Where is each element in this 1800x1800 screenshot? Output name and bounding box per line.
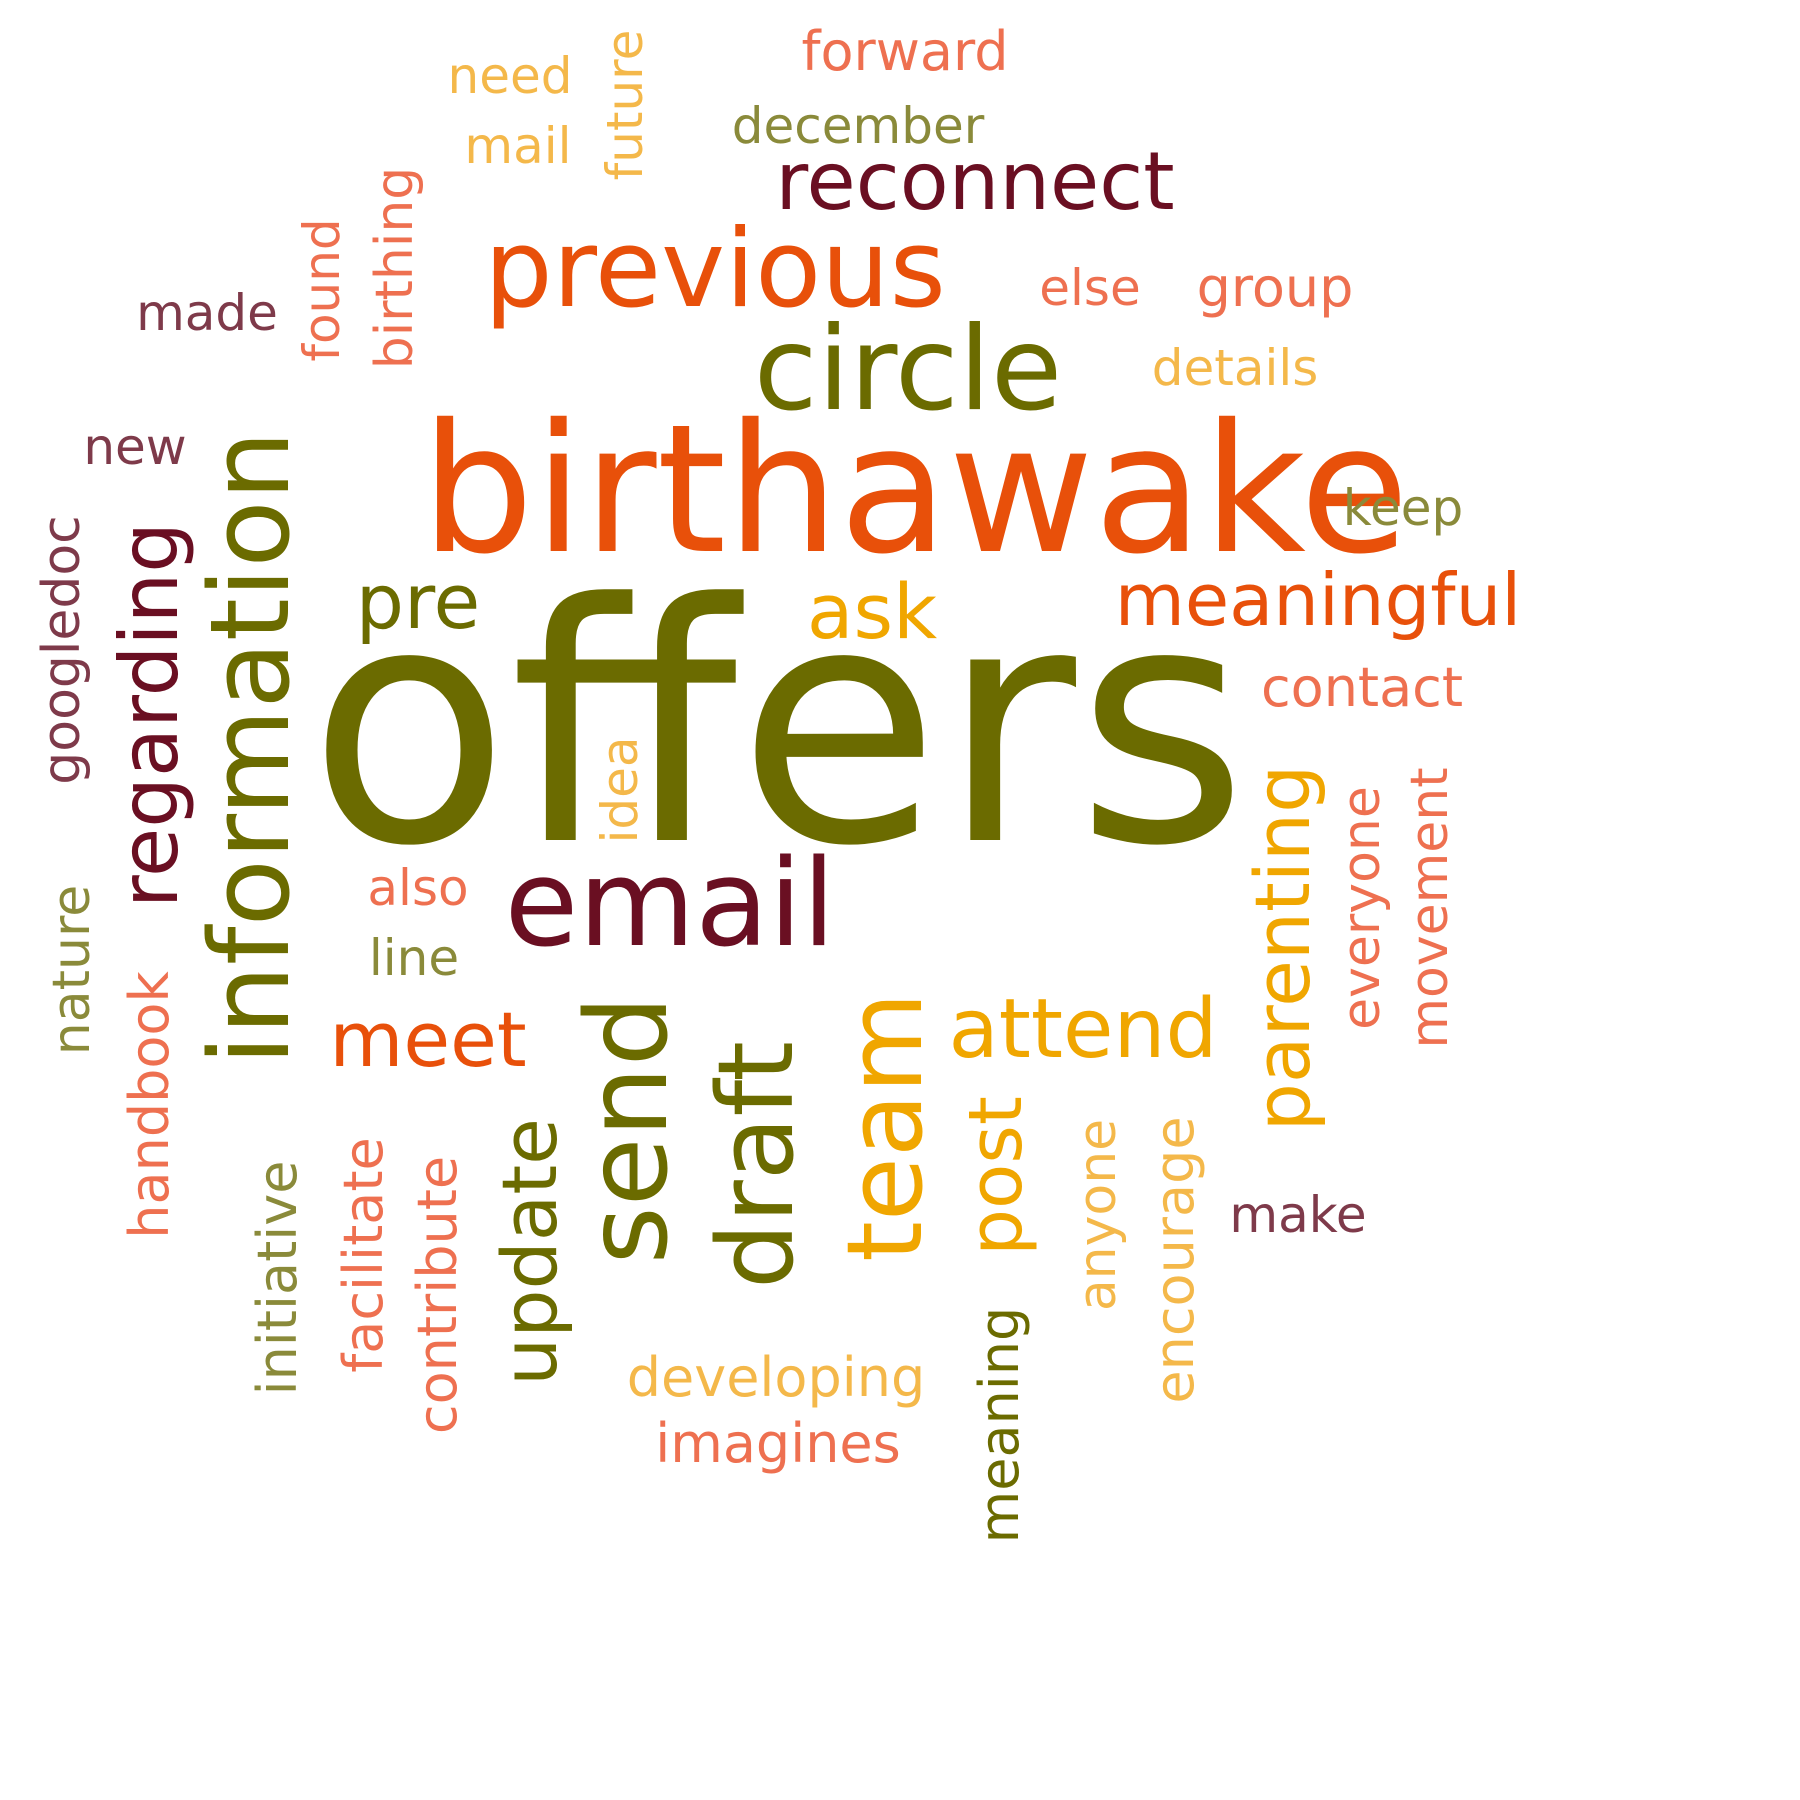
word-facilitate: facilitate bbox=[332, 1137, 395, 1373]
word-also: also bbox=[367, 859, 469, 917]
word-googledoc: googledoc bbox=[32, 515, 92, 785]
word-contact: contact bbox=[1260, 656, 1464, 719]
word-send: send bbox=[563, 995, 693, 1265]
word-draft: draft bbox=[695, 1040, 817, 1290]
word-future: future bbox=[596, 29, 654, 181]
word-need: need bbox=[447, 47, 573, 105]
word-circle: circle bbox=[753, 302, 1063, 437]
word-details: details bbox=[1151, 339, 1319, 397]
word-made: made bbox=[136, 284, 278, 342]
word-else: else bbox=[1039, 259, 1141, 317]
word-offers: offers bbox=[308, 534, 1248, 918]
word-keep: keep bbox=[1342, 479, 1464, 537]
word-post: post bbox=[953, 1096, 1039, 1256]
word-imagines: imagines bbox=[655, 1412, 901, 1475]
word-update: update bbox=[485, 1118, 574, 1386]
word-handbook: handbook bbox=[118, 971, 181, 1239]
word-meaningful: meaningful bbox=[1114, 558, 1522, 642]
word-email: email bbox=[504, 835, 836, 974]
word-reconnect: reconnect bbox=[775, 135, 1175, 228]
word-team: team bbox=[824, 992, 946, 1262]
word-developing: developing bbox=[626, 1346, 926, 1409]
word-december: december bbox=[731, 97, 985, 155]
word-nature: nature bbox=[42, 884, 102, 1056]
word-meaning: meaning bbox=[968, 1306, 1031, 1544]
word-regarding: regarding bbox=[103, 521, 196, 909]
word-group: group bbox=[1196, 256, 1354, 319]
word-initiative: initiative bbox=[246, 1160, 309, 1396]
word-information: information bbox=[186, 430, 314, 1066]
word-found: found bbox=[293, 218, 351, 362]
word-make: make bbox=[1229, 1186, 1367, 1244]
word-ask: ask bbox=[806, 567, 938, 656]
word-meet: meet bbox=[329, 995, 527, 1084]
word-new: new bbox=[83, 418, 187, 476]
word-forward: forward bbox=[801, 20, 1009, 83]
word-contribute: contribute bbox=[406, 1155, 469, 1435]
word-previous: previous bbox=[484, 207, 946, 332]
word-movement: movement bbox=[1400, 767, 1460, 1049]
word-everyone: everyone bbox=[1332, 786, 1392, 1030]
word-idea: idea bbox=[591, 736, 649, 844]
word-attend: attend bbox=[948, 982, 1218, 1077]
word-mail: mail bbox=[464, 117, 572, 175]
word-birthawake: birthawake bbox=[420, 386, 1410, 593]
word-anyone: anyone bbox=[1068, 1118, 1128, 1312]
word-parenting: parenting bbox=[1238, 764, 1327, 1132]
word-line: line bbox=[368, 929, 460, 987]
word-pre: pre bbox=[355, 557, 481, 646]
word-birthing: birthing bbox=[365, 166, 425, 370]
word-encourage: encourage bbox=[1143, 1116, 1206, 1404]
